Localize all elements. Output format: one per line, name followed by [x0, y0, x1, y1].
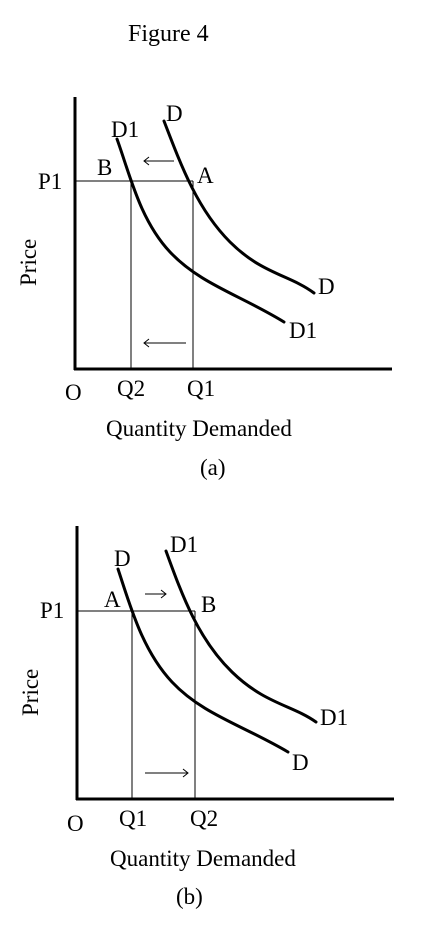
- panel-a-shift-arrow-top: [143, 156, 174, 166]
- panel-a-curve-d1-top-label: D1: [111, 117, 139, 142]
- panel-b-curve-d1-top-label: D1: [170, 532, 198, 557]
- panel-a-price-label: P1: [38, 169, 62, 194]
- panel-b-q2-label: Q2: [190, 806, 218, 831]
- panel-a-curve-d1-end-label: D1: [289, 318, 317, 343]
- panel-b-x-axis-label: Quantity Demanded: [110, 846, 296, 871]
- panel-b-q1-label: Q1: [119, 806, 147, 831]
- panel-a-curve-d1: [115, 137, 286, 324]
- panel-b-curve-d-top-label: D: [114, 546, 131, 571]
- panel-a-y-axis-label: Price: [16, 239, 41, 286]
- panel-a-q1-label: Q1: [187, 376, 215, 401]
- panel-b-caption: (b): [176, 884, 203, 909]
- panel-b-point-a-label: A: [104, 587, 121, 612]
- panel-a-point-b-label: B: [97, 155, 112, 180]
- panel-a-curve-d-end-label: D: [318, 274, 335, 299]
- panel-a-origin-label: O: [65, 380, 82, 405]
- panel-b: D D1 D D1 A B P1 O Q1 Q2 Quantity Demand…: [18, 526, 394, 909]
- panel-b-origin-label: O: [67, 811, 84, 836]
- panel-a-curve-d-top-label: D: [166, 101, 183, 126]
- panel-a-q2-label: Q2: [117, 376, 145, 401]
- panel-b-y-axis-label: Price: [18, 669, 43, 716]
- panel-a: D D1 D D1 B A P1 O Q2 Q1 Quantity Demand…: [16, 97, 392, 480]
- panel-a-curve-d: [162, 119, 316, 295]
- panel-b-price-label: P1: [40, 598, 64, 623]
- panel-b-point-b-label: B: [201, 592, 216, 617]
- panel-a-point-a-label: A: [197, 163, 214, 188]
- panel-b-curve-d1: [164, 549, 318, 724]
- panel-b-curve-d-end-label: D: [292, 750, 309, 775]
- panel-a-x-axis-label: Quantity Demanded: [106, 416, 292, 441]
- panel-b-curve-d1-end-label: D1: [320, 705, 348, 730]
- panel-b-shift-arrow-bottom: [145, 768, 189, 778]
- panel-a-caption: (a): [200, 455, 226, 480]
- figure-title: Figure 4: [128, 21, 209, 47]
- panel-b-curve-d: [116, 567, 290, 754]
- panel-a-shift-arrow-bottom: [143, 338, 186, 348]
- panel-b-shift-arrow-top: [145, 589, 167, 599]
